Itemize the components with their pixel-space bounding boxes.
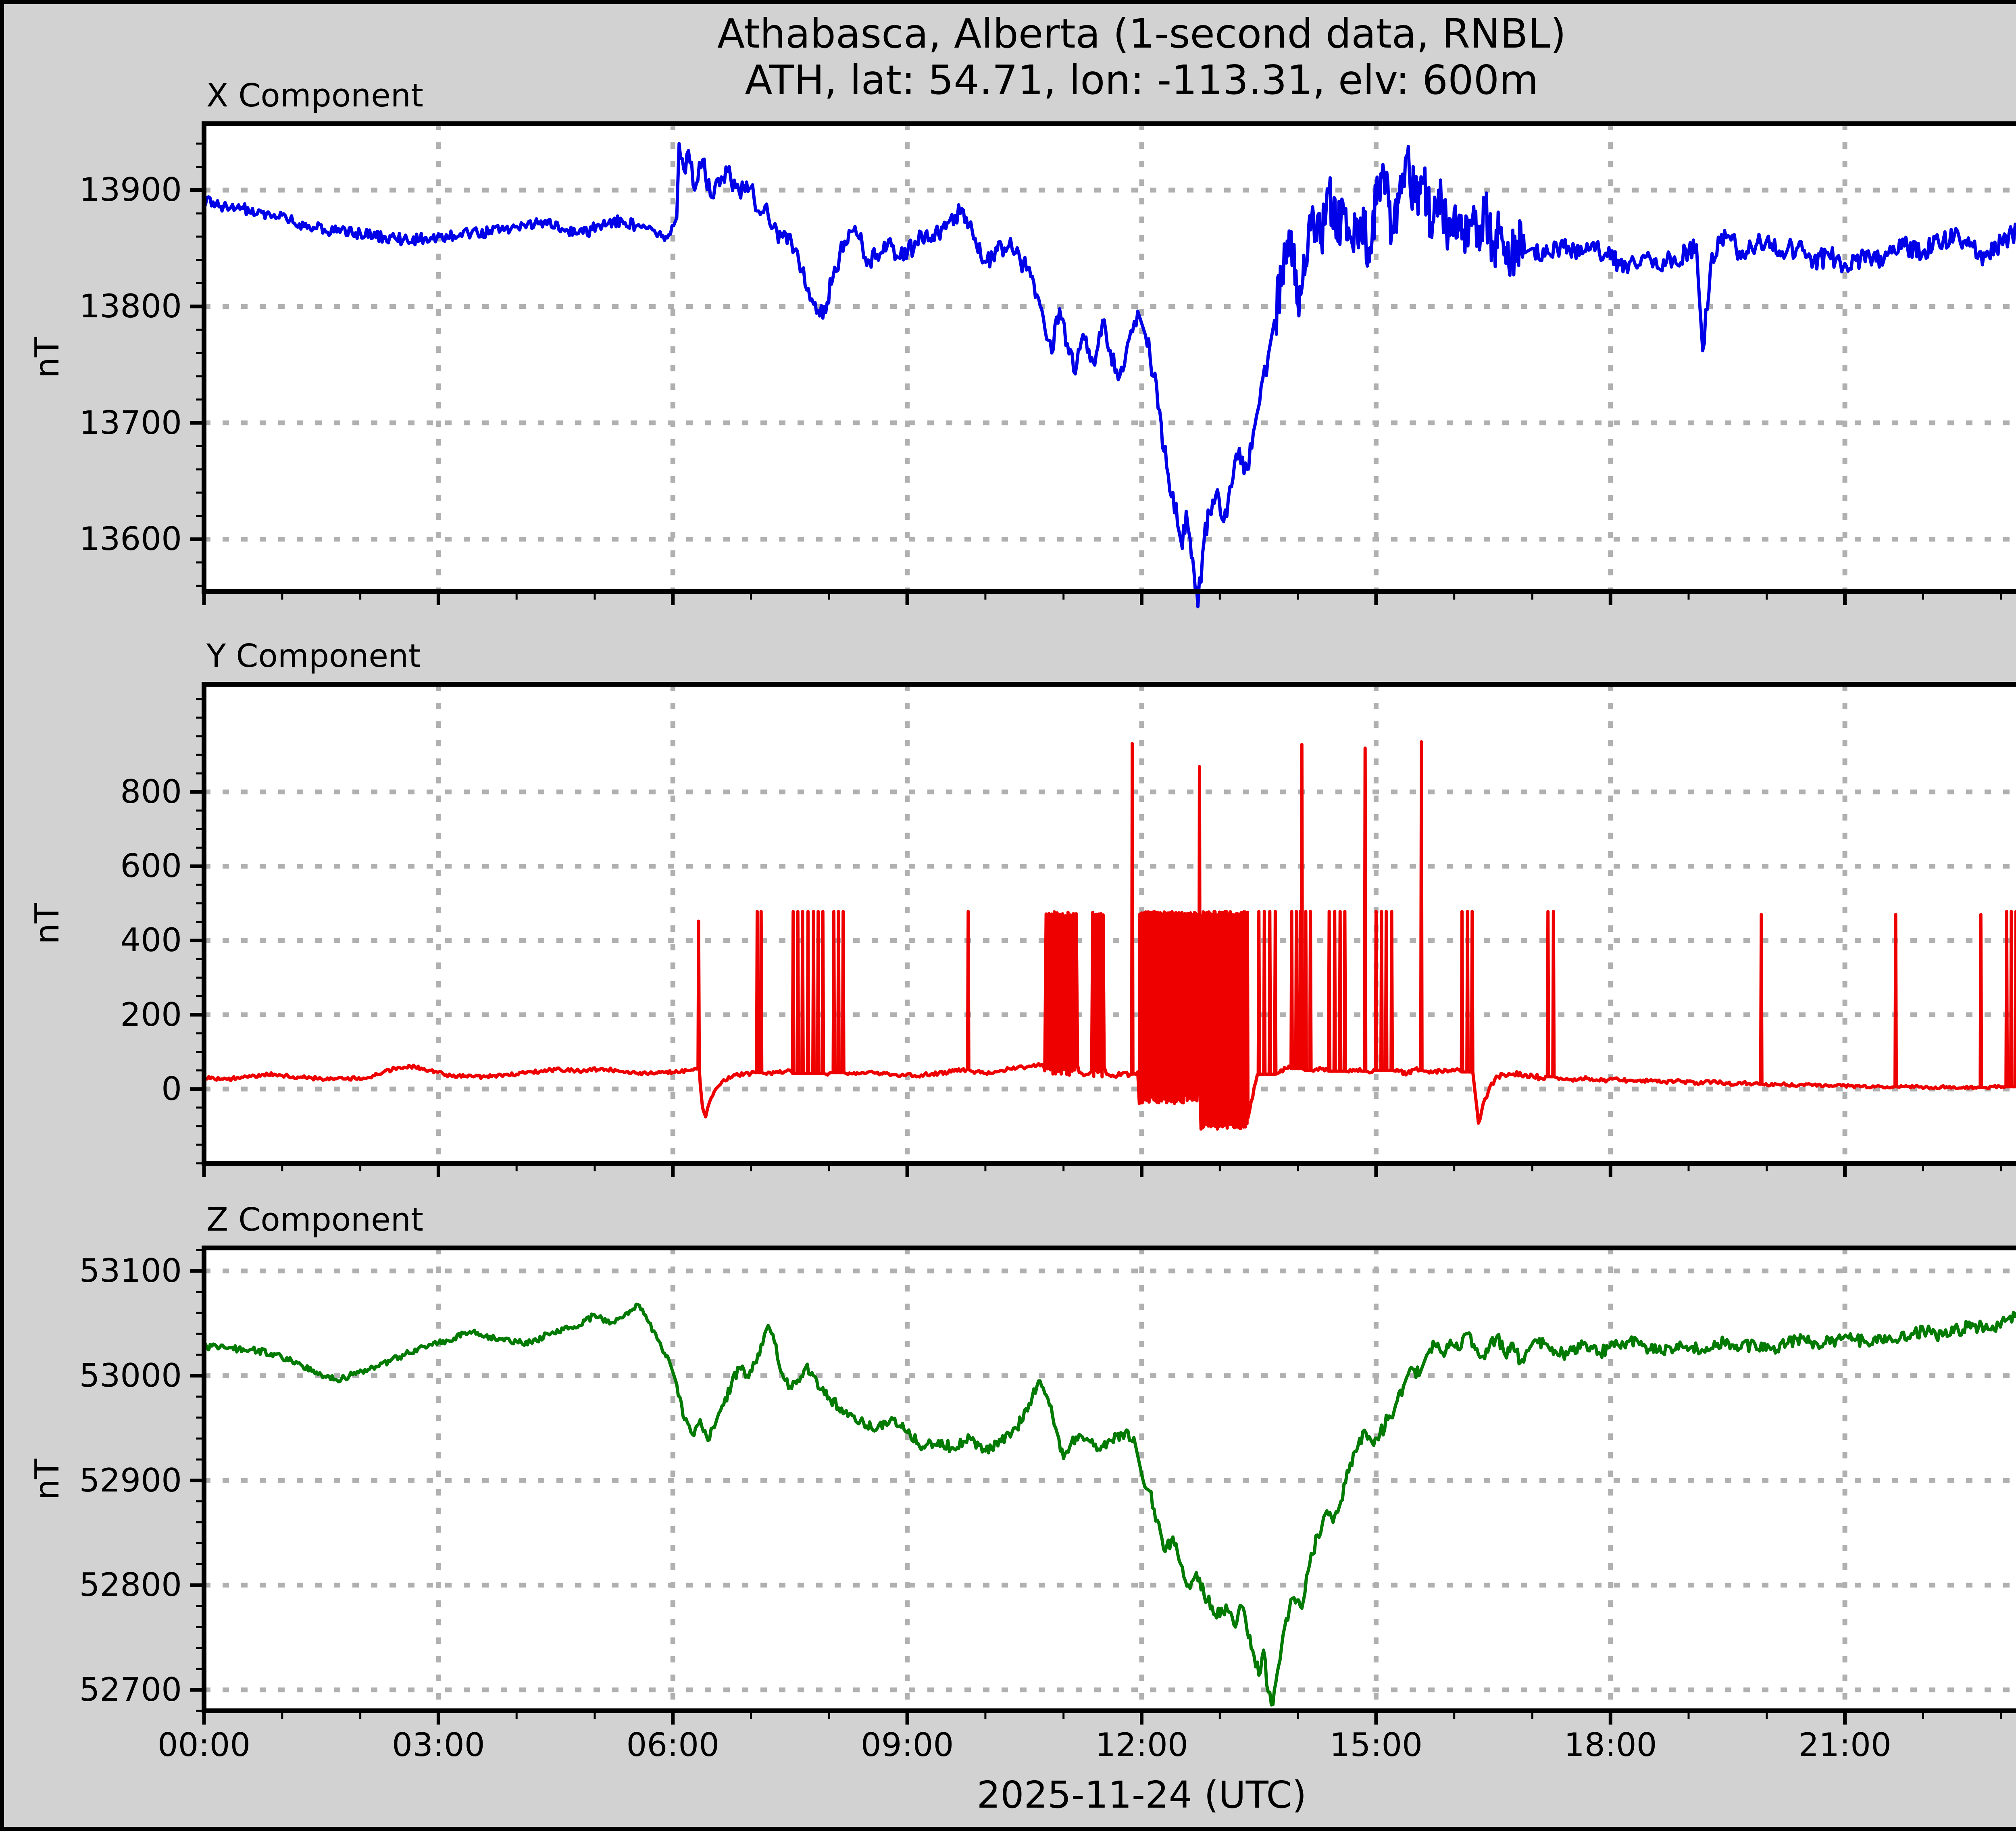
x-component-trace <box>202 142 2016 608</box>
ytick-z-component-53100: 53100 <box>79 1252 182 1290</box>
ytick-z-component-52800: 52800 <box>79 1566 182 1604</box>
xtick-0300: 03:00 <box>392 1726 485 1764</box>
x-axis-label: 2025-11-24 (UTC) <box>977 1773 1307 1816</box>
xtick-0000: 00:00 <box>157 1726 251 1764</box>
ytick-y-component-800: 800 <box>120 773 182 811</box>
subplot-title-y-component: Y Component <box>206 637 421 675</box>
ytick-z-component-52900: 52900 <box>79 1461 182 1499</box>
z-component-trace <box>202 1302 2016 1707</box>
y-component-chart <box>190 682 2016 1177</box>
plot-y-component <box>190 682 2016 1177</box>
ytick-z-component-52700: 52700 <box>79 1671 182 1709</box>
plot-z-component <box>190 1246 2016 1725</box>
ytick-x-component-13900: 13900 <box>79 171 182 209</box>
ytick-y-component-600: 600 <box>120 847 182 885</box>
ytick-x-component-13600: 13600 <box>79 520 182 558</box>
y-axis-unit-x-component: nT <box>28 337 67 379</box>
ytick-x-component-13700: 13700 <box>79 404 182 442</box>
ytick-y-component-0: 0 <box>161 1070 182 1108</box>
plot-x-component <box>190 121 2016 608</box>
z-component-chart <box>190 1246 2016 1725</box>
ytick-x-component-13800: 13800 <box>79 287 182 325</box>
xtick-1200: 12:00 <box>1095 1726 1188 1764</box>
xtick-1500: 15:00 <box>1329 1726 1423 1764</box>
subplot-title-x-component: X Component <box>206 77 423 114</box>
xtick-0600: 06:00 <box>626 1726 720 1764</box>
y-component-trace <box>202 740 2016 1131</box>
xtick-0900: 09:00 <box>860 1726 954 1764</box>
xtick-2100: 21:00 <box>1798 1726 1891 1764</box>
xtick-1800: 18:00 <box>1564 1726 1657 1764</box>
x-component-chart <box>190 121 2016 608</box>
figure-subtitle: ATH, lat: 54.71, lon: -113.31, elv: 600m <box>745 56 1539 104</box>
figure-title: Athabasca, Alberta (1-second data, RNBL) <box>717 10 1566 57</box>
subplot-title-z-component: Z Component <box>206 1201 423 1238</box>
ytick-y-component-200: 200 <box>120 996 182 1033</box>
ytick-z-component-53000: 53000 <box>79 1356 182 1394</box>
ytick-y-component-400: 400 <box>120 921 182 959</box>
